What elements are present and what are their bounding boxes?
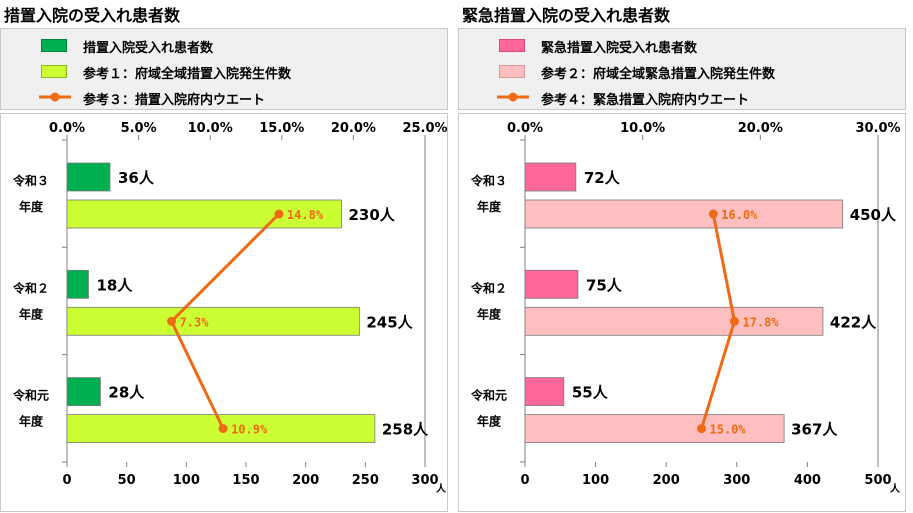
x-tick-label: 100 (173, 473, 200, 488)
category-label: 令和３ (12, 173, 49, 188)
bar-reference (66, 306, 360, 336)
x-tick-label: 250 (352, 473, 379, 488)
x-tick-label: 200 (653, 473, 680, 488)
bar-value-label: 258人 (382, 421, 429, 439)
x-tick-label: 200 (292, 473, 319, 488)
bar-value-label: 450人 (850, 206, 897, 224)
bar-value-label: 367人 (791, 421, 838, 439)
legend-swatch-light-pink (499, 65, 525, 78)
weight-data-label: 10.9% (231, 423, 268, 437)
chart-title: 緊急措置入院の受入れ患者数 (462, 6, 671, 25)
legend-line-marker-icon (497, 92, 529, 102)
category-label: 年度 (19, 414, 44, 429)
legend-swatch-lime (41, 65, 67, 78)
legend-label: 参考３：措置入院府内ウエート (83, 93, 266, 108)
legend-label: 参考１：府域全域措置入院発生件数 (83, 67, 292, 82)
bar-value-label: 28人 (108, 384, 145, 402)
category-label: 年度 (477, 306, 502, 321)
bar-value-label: 422人 (830, 313, 877, 331)
x-tick-label: 50 (118, 473, 136, 488)
weight-point (729, 316, 739, 326)
x-tick-label: 500 (864, 473, 891, 488)
weight-point (218, 424, 228, 434)
legend-label: 措置入院受入れ患者数 (83, 41, 214, 56)
weight-data-label: 15.0% (710, 423, 747, 437)
top-tick-label: 0.0% (49, 121, 85, 136)
bar-value-label: 230人 (348, 206, 395, 224)
plot-area: 0 100 200 300 400 500 人 0.0% 10.0% 20.0% 30.0% 令和３ 年… (458, 113, 906, 512)
category-label: 令和２ (12, 280, 49, 295)
x-tick-label: 150 (232, 473, 259, 488)
bar-patients (66, 269, 89, 299)
legend-label: 緊急措置入院受入れ患者数 (541, 41, 698, 56)
top-tick-label: 30.0% (855, 121, 900, 136)
weight-data-label: 16.0% (721, 208, 758, 222)
bar-value-label: 245人 (366, 313, 413, 331)
chart-title: 措置入院の受入れ患者数 (4, 6, 181, 25)
bar-reference (66, 199, 342, 229)
bar-value-label: 18人 (96, 276, 133, 294)
top-tick-label: 5.0% (121, 121, 157, 136)
category-label: 令和元 (12, 388, 49, 403)
bar-reference (524, 199, 844, 229)
weight-point (274, 209, 284, 219)
legend-line-marker-icon (39, 92, 71, 102)
measure-admission-chart-panel: 措置入院の受入れ患者数 措置入院受入れ患者数 参考１：府域全域措置入院発生件数 … (0, 0, 450, 512)
legend-label: 参考４：緊急措置入院府内ウエート (541, 93, 750, 108)
x-tick-label: 0 (520, 473, 529, 488)
legend-swatch-pink (499, 39, 525, 52)
weight-data-label: 17.8% (742, 315, 779, 329)
weight-point (708, 209, 718, 219)
top-tick-label: 10.0% (188, 121, 233, 136)
x-tick-label: 0 (62, 473, 71, 488)
x-axis-unit: 人 (890, 482, 901, 495)
bar-value-label: 36人 (118, 169, 155, 187)
x-tick-label: 400 (794, 473, 821, 488)
top-tick-label: 20.0% (331, 121, 376, 136)
bar-reference (524, 414, 785, 444)
x-tick-label: 100 (582, 473, 609, 488)
weight-point (167, 316, 177, 326)
category-label: 年度 (477, 199, 502, 214)
emergency-admission-chart-panel: 緊急措置入院の受入れ患者数 緊急措置入院受入れ患者数 参考２：府域全域緊急措置入… (458, 0, 908, 512)
chart-legend: 緊急措置入院受入れ患者数 参考２：府域全域緊急措置入院発生件数 参考４：緊急措置… (458, 28, 906, 110)
top-tick-label: 10.0% (620, 121, 665, 136)
top-tick-label: 0.0% (507, 121, 543, 136)
top-tick-label: 20.0% (738, 121, 783, 136)
category-label: 令和３ (470, 173, 507, 188)
category-label: 年度 (19, 306, 44, 321)
x-tick-label: 300 (723, 473, 750, 488)
x-axis-unit: 人 (436, 482, 447, 495)
bar-patients (524, 162, 577, 192)
bar-reference (66, 414, 376, 444)
bar-value-label: 55人 (572, 384, 609, 402)
category-label: 年度 (477, 414, 502, 429)
weight-data-label: 7.3% (180, 315, 210, 329)
plot-area: 0 50 100 150 200 250 300 人 0.0% 5.0% 10.0% 15.0% 20.… (0, 113, 448, 512)
bar-patients (524, 377, 565, 407)
x-tick-label: 300 (411, 473, 438, 488)
bar-reference (524, 306, 824, 336)
weight-data-label: 14.8% (287, 208, 324, 222)
bar-patients (66, 162, 111, 192)
legend-swatch-green (41, 39, 67, 52)
category-label: 年度 (19, 199, 44, 214)
chart-legend: 措置入院受入れ患者数 参考１：府域全域措置入院発生件数 参考３：措置入院府内ウエ… (0, 28, 448, 110)
weight-point (697, 424, 706, 434)
legend-label: 参考２：府域全域緊急措置入院発生件数 (541, 67, 776, 82)
top-tick-label: 25.0% (402, 121, 447, 136)
bar-value-label: 75人 (586, 276, 623, 294)
bar-patients (524, 269, 579, 299)
bar-value-label: 72人 (584, 169, 621, 187)
category-label: 令和２ (470, 280, 507, 295)
top-tick-label: 15.0% (259, 121, 304, 136)
bar-patients (66, 377, 101, 407)
category-label: 令和元 (470, 388, 507, 403)
